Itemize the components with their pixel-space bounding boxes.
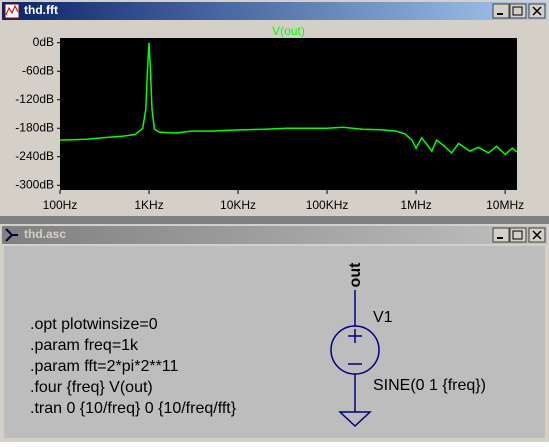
net-label: out <box>347 262 364 288</box>
window-title: thd.fft <box>24 3 58 17</box>
x-tick-label: 1KHz <box>134 198 163 212</box>
y-tick-label: -60dB <box>22 63 54 77</box>
x-tick-label: 100KHz <box>306 198 349 212</box>
window-title: thd.asc <box>24 227 66 241</box>
title-bar <box>2 2 547 20</box>
window-buttons[interactable] <box>492 3 546 19</box>
app-icon <box>5 228 18 242</box>
spice-directive: .opt plotwinsize=0 <box>30 316 158 333</box>
y-tick-label: -300dB <box>15 177 54 191</box>
spice-directive: .param fft=2*pi*2**11 <box>30 358 179 375</box>
source-value: SINE(0 1 {freq}) <box>373 377 486 394</box>
window-buttons[interactable] <box>492 227 546 243</box>
y-tick-label: 0dB <box>33 35 54 49</box>
plot-area <box>60 38 517 190</box>
x-tick-label: 1MHz <box>400 198 431 212</box>
x-tick-label: 10MHz <box>486 198 524 212</box>
app-icon <box>4 3 20 19</box>
spice-directive: .param freq=1k <box>30 337 139 354</box>
y-tick-label: -120dB <box>15 92 54 106</box>
x-tick-label: 100Hz <box>43 198 78 212</box>
x-tick-label: 10KHz <box>220 198 256 212</box>
y-tick-label: -180dB <box>15 120 54 134</box>
app-icon-glyph <box>5 4 19 16</box>
schematic-canvas <box>4 246 545 438</box>
legend-entry: V(out) <box>272 24 305 38</box>
y-tick-label: -240dB <box>15 149 54 163</box>
spice-directive: .four {freq} V(out) <box>30 379 153 396</box>
spice-directive: .tran 0 {10/freq} 0 {10/freq/fft} <box>30 400 237 417</box>
title-bar <box>2 226 547 244</box>
schematic-drawing <box>330 290 380 428</box>
source-name: V1 <box>373 309 393 326</box>
trace <box>59 42 518 156</box>
